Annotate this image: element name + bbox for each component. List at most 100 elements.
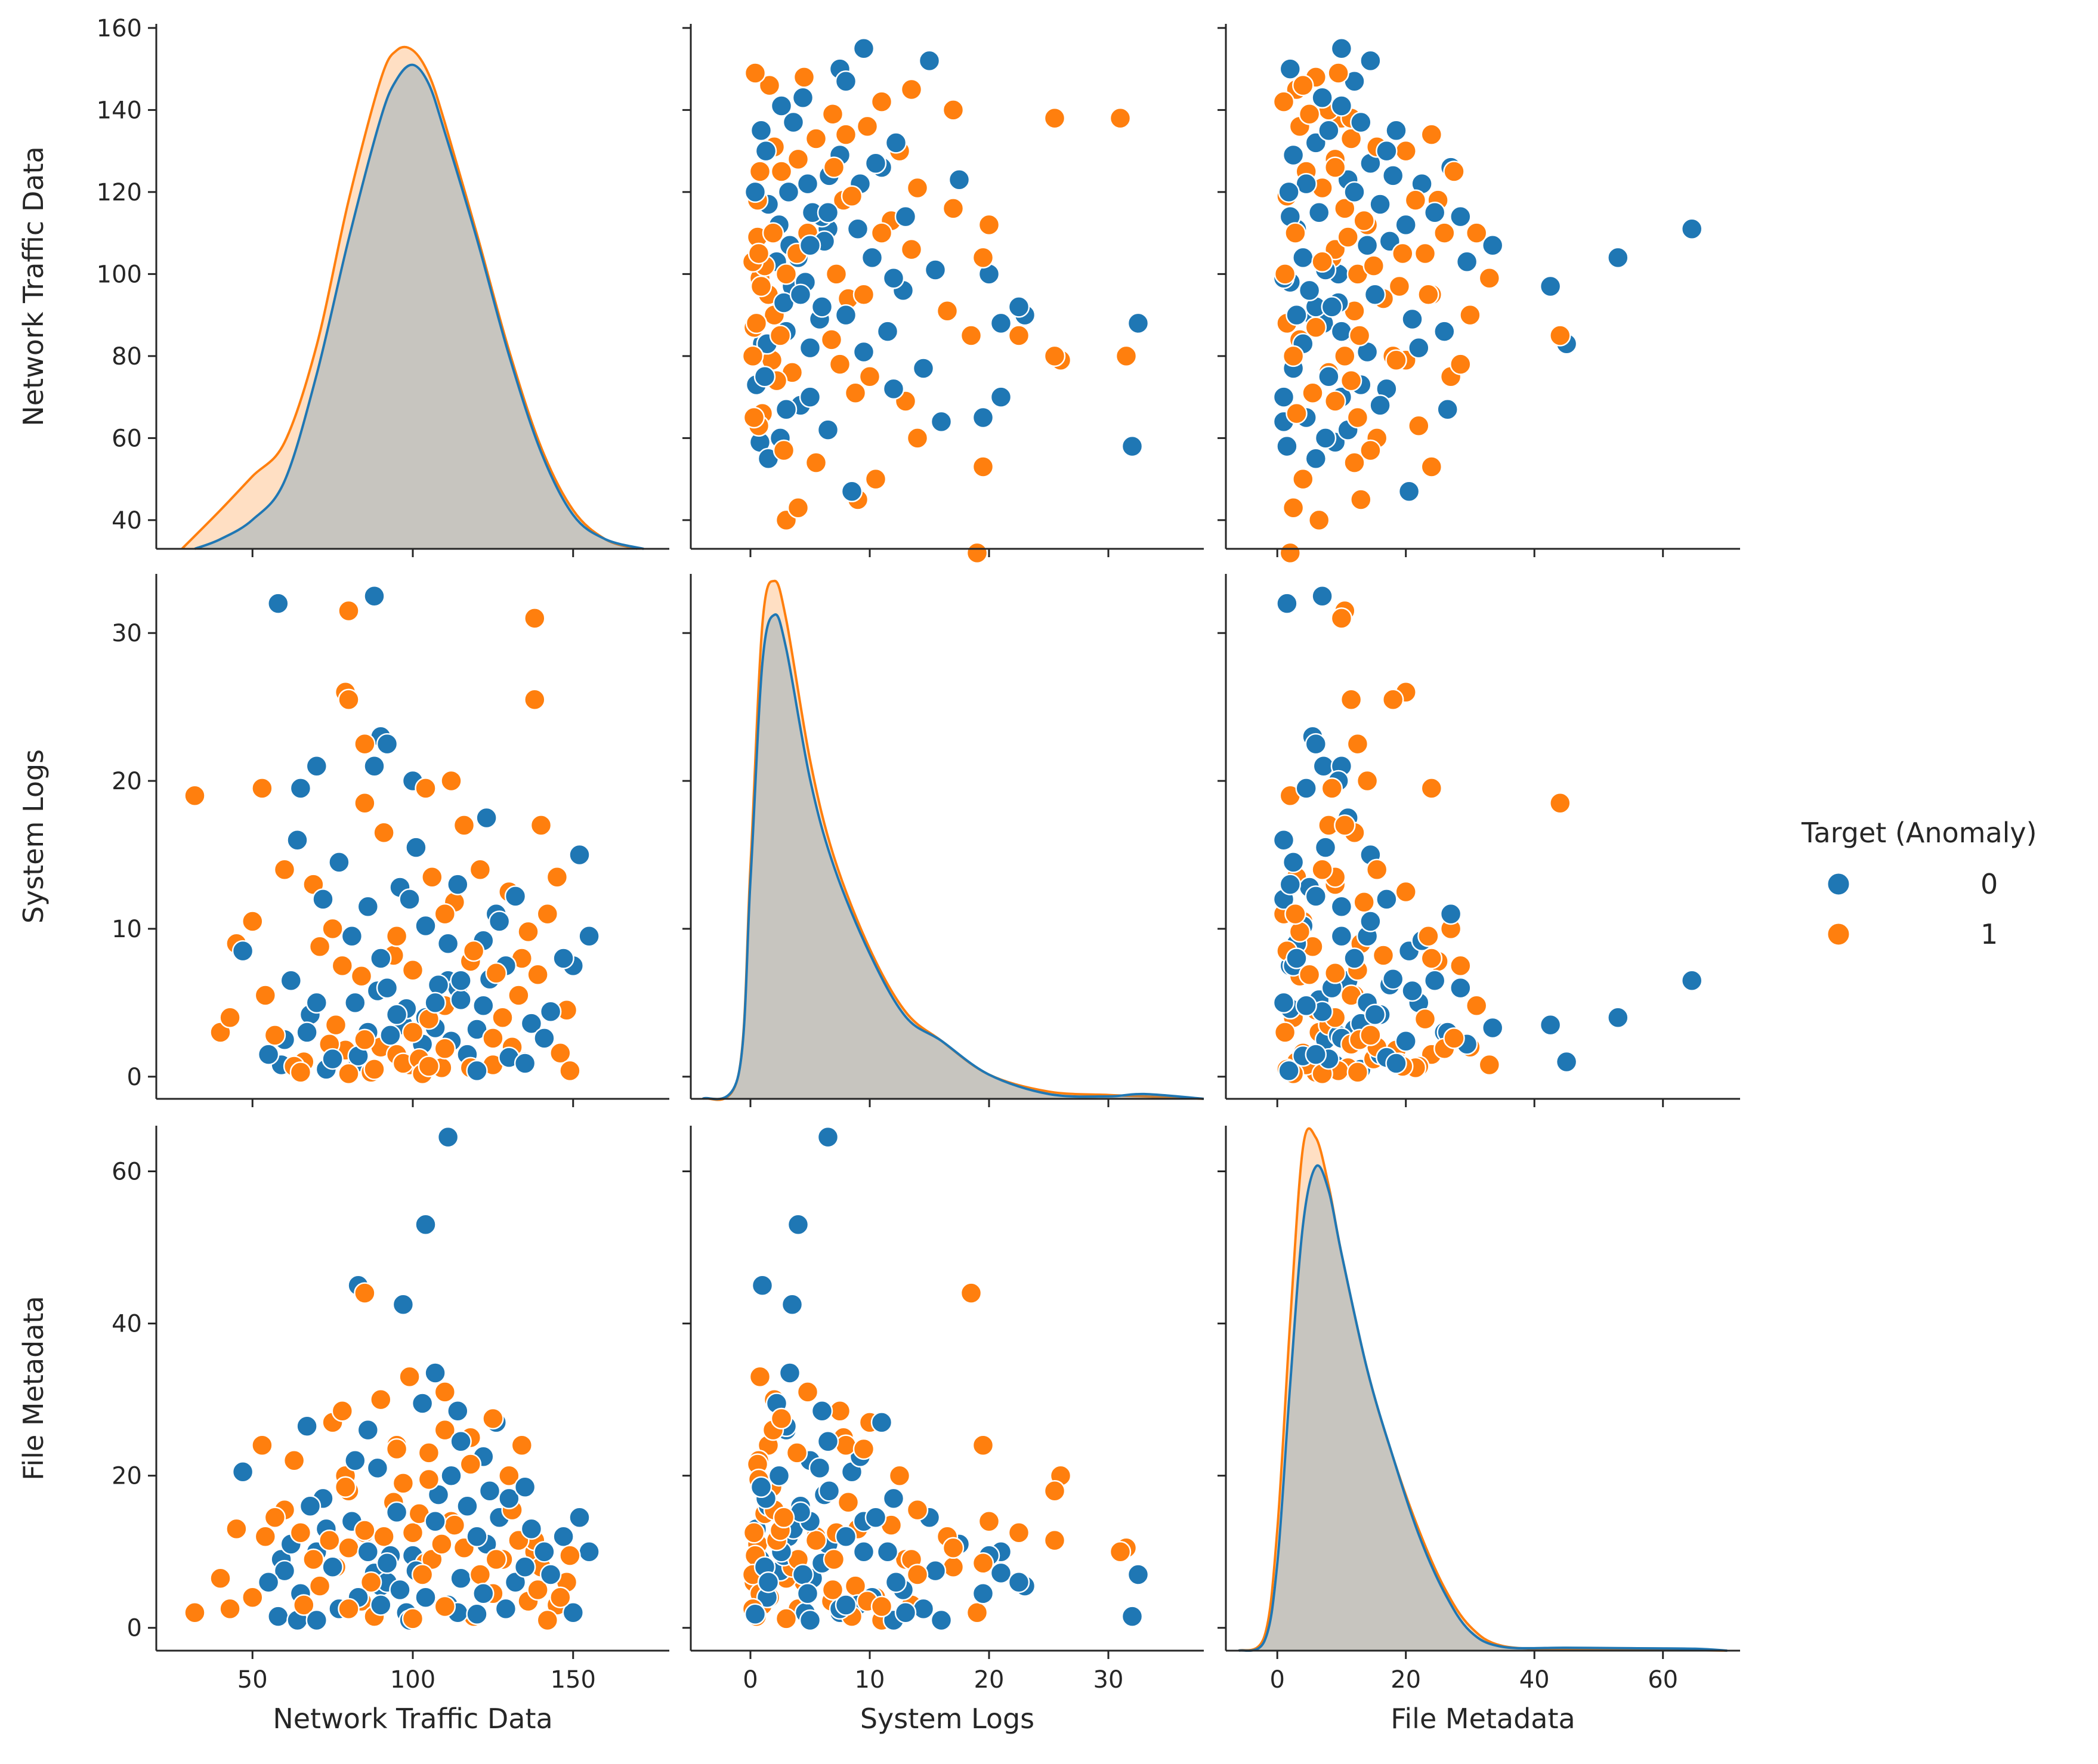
point-105	[821, 1578, 844, 1601]
point-88	[1308, 202, 1330, 224]
point-18	[972, 1583, 994, 1605]
point-68	[876, 320, 899, 342]
point-55	[1395, 881, 1417, 903]
point-106	[533, 1540, 555, 1563]
point-100	[885, 1571, 907, 1593]
point-27	[1359, 50, 1382, 72]
point-3	[1330, 607, 1353, 629]
point-128	[1272, 991, 1295, 1014]
point-73	[837, 1491, 860, 1513]
point-78	[405, 836, 427, 858]
y-axis-label-system-logs: System Logs	[17, 749, 50, 923]
point-133	[466, 1603, 488, 1626]
point-104	[520, 1012, 543, 1034]
point-0	[1276, 435, 1298, 458]
point-143	[264, 1024, 286, 1046]
point-118	[385, 1438, 408, 1460]
point-94	[1382, 968, 1404, 990]
point-39	[302, 1548, 325, 1571]
panel-system-logs-vs-system-logs	[682, 574, 1204, 1107]
point-88	[450, 1567, 472, 1590]
point-103	[856, 115, 879, 138]
point-82	[421, 866, 443, 888]
point-23	[978, 1510, 1000, 1533]
point-108	[539, 1564, 562, 1586]
point-64	[1282, 851, 1305, 873]
panel-network-traffic-data-vs-network-traffic-data: 40 60 80 100 120 140 160 Network Traffic Data	[17, 15, 669, 557]
point-127	[1376, 140, 1398, 162]
point-29	[562, 1601, 585, 1624]
point-27	[918, 50, 941, 72]
kde-fill-file-metadata-class-1	[1238, 1128, 1728, 1651]
point-68	[1330, 320, 1353, 342]
point-139	[514, 1476, 536, 1499]
point-4	[1680, 218, 1703, 240]
point-34	[841, 480, 863, 503]
point-93	[469, 858, 492, 881]
point-80	[861, 246, 883, 269]
point-33	[1350, 489, 1372, 511]
point-51	[811, 1400, 833, 1422]
point-90	[1369, 193, 1391, 215]
point-132	[1284, 222, 1306, 244]
point-128	[799, 1609, 821, 1632]
point-8	[354, 792, 376, 814]
point-3	[1109, 1540, 1132, 1563]
point-97	[787, 148, 809, 171]
point-32	[787, 497, 809, 519]
point-5	[1607, 246, 1629, 269]
point-13	[363, 755, 385, 777]
point-60	[299, 1495, 322, 1517]
point-125	[796, 172, 819, 195]
point-101	[805, 1529, 827, 1552]
point-138	[482, 1407, 504, 1430]
point-118	[852, 283, 875, 306]
point-74	[389, 1578, 411, 1601]
point-3	[1109, 107, 1132, 129]
point-14	[1305, 733, 1327, 755]
point-26	[900, 78, 923, 101]
point-11	[524, 688, 546, 710]
point-19	[251, 777, 273, 799]
point-107	[536, 903, 559, 925]
point-87	[443, 1514, 466, 1536]
point-138	[1443, 160, 1465, 183]
point-140	[322, 1048, 344, 1070]
point-124	[1404, 189, 1427, 211]
point-120	[1311, 251, 1333, 273]
point-83	[427, 1484, 450, 1506]
point-100	[504, 885, 527, 907]
point-0	[1121, 1605, 1144, 1627]
point-107	[870, 91, 893, 113]
point-54	[870, 1411, 893, 1434]
point-89	[942, 1537, 965, 1559]
point-127	[498, 1487, 520, 1510]
point-2	[1115, 345, 1138, 367]
x-axis-label-system-logs: System Logs	[860, 1703, 1034, 1735]
point-105	[821, 103, 844, 125]
point-38	[286, 829, 308, 851]
point-70	[1401, 980, 1423, 1002]
point-118	[1417, 283, 1439, 306]
point-113	[296, 1021, 318, 1043]
point-82	[900, 238, 923, 261]
point-61	[1302, 382, 1324, 404]
point-123	[894, 1601, 917, 1624]
point-56	[835, 1434, 857, 1456]
point-70	[1401, 308, 1423, 330]
x-tick-label: 50	[237, 1666, 268, 1694]
point-40	[312, 888, 334, 910]
point-133	[466, 1059, 488, 1082]
point-39	[1324, 390, 1346, 412]
point-92	[777, 181, 800, 203]
point-91	[841, 185, 863, 208]
point-130	[370, 947, 392, 969]
point-125	[472, 1583, 495, 1605]
point-30	[793, 66, 815, 88]
point-28	[1330, 38, 1353, 60]
point-2	[338, 600, 360, 622]
point-117	[811, 296, 833, 318]
y-tick-label: 0	[127, 1615, 142, 1642]
point-139	[750, 1476, 773, 1499]
y-tick-label: 20	[112, 1463, 142, 1490]
